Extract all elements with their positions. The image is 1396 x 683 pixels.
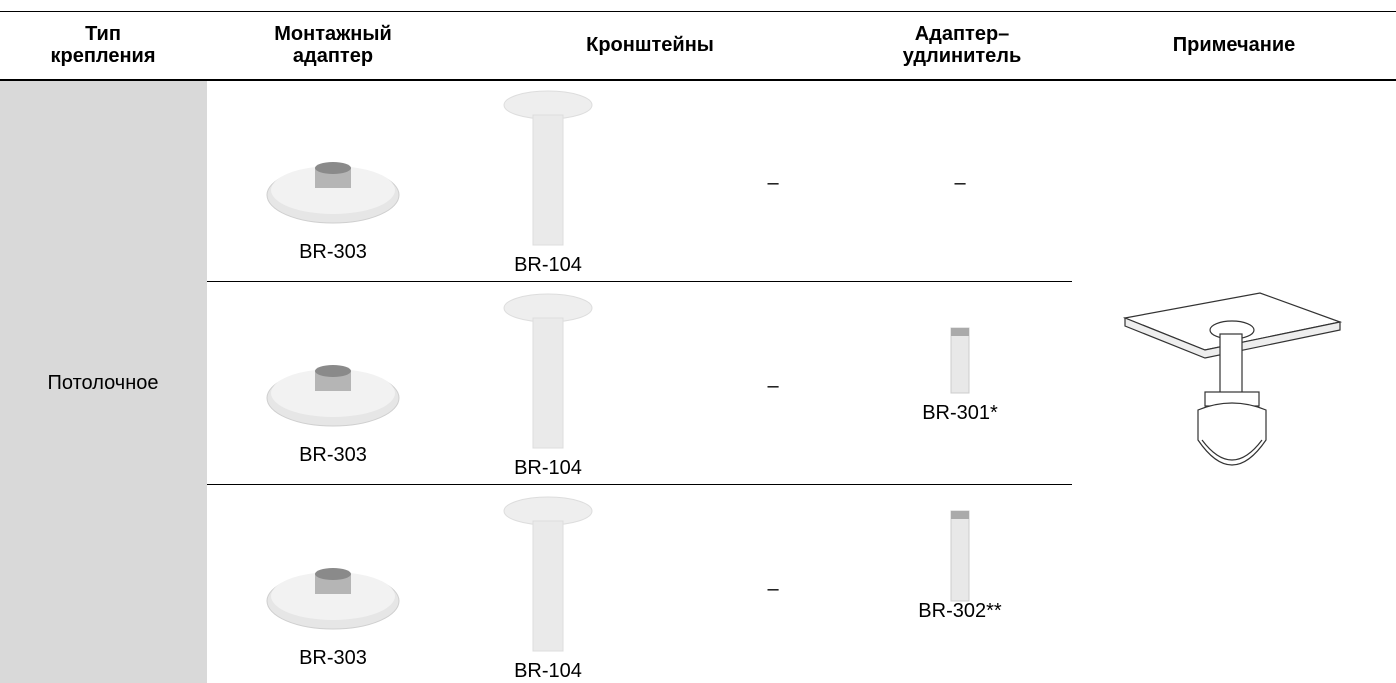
illustration-part [315,365,351,377]
illustration-part [950,327,970,394]
bracket-note: – [767,172,779,194]
illustration-part [950,510,970,602]
illustration-part [532,317,564,449]
illustration-part [271,572,395,620]
illustration-part [532,520,564,652]
column-header: Адаптер– удлинитель [902,23,1022,67]
adapter-label: BR-303 [299,241,367,263]
header-bottom-rule [0,79,1396,81]
bracket-label: BR-104 [514,254,582,276]
column-header: Кронштейны [586,34,714,56]
adapter-label: BR-303 [299,444,367,466]
bracket-label: BR-104 [514,660,582,682]
mount-type: Потолочное [47,372,159,394]
extension-label: BR-301* [922,402,998,424]
illustration-part [532,114,564,246]
header-top-rule [0,11,1396,12]
column-header: Примечание [1172,34,1296,56]
illustration-part [315,568,351,580]
extension-label: BR-302** [918,600,1002,622]
bracket-note: – [767,578,779,600]
illustration-part [315,162,351,174]
gray-column [0,81,207,683]
column-header: Монтажный адаптер [274,23,392,67]
illustration-part [271,369,395,417]
bracket-note: – [767,375,779,397]
ceiling-mount-diagram [1122,292,1343,466]
row-rule [207,281,1072,282]
bracket-label: BR-104 [514,457,582,479]
illustration-part [271,166,395,214]
illustration-part [951,511,969,519]
illustration-part [951,328,969,336]
extension-label: – [954,172,966,194]
adapter-label: BR-303 [299,647,367,669]
row-rule [207,484,1072,485]
column-header: Тип крепления [50,23,156,67]
